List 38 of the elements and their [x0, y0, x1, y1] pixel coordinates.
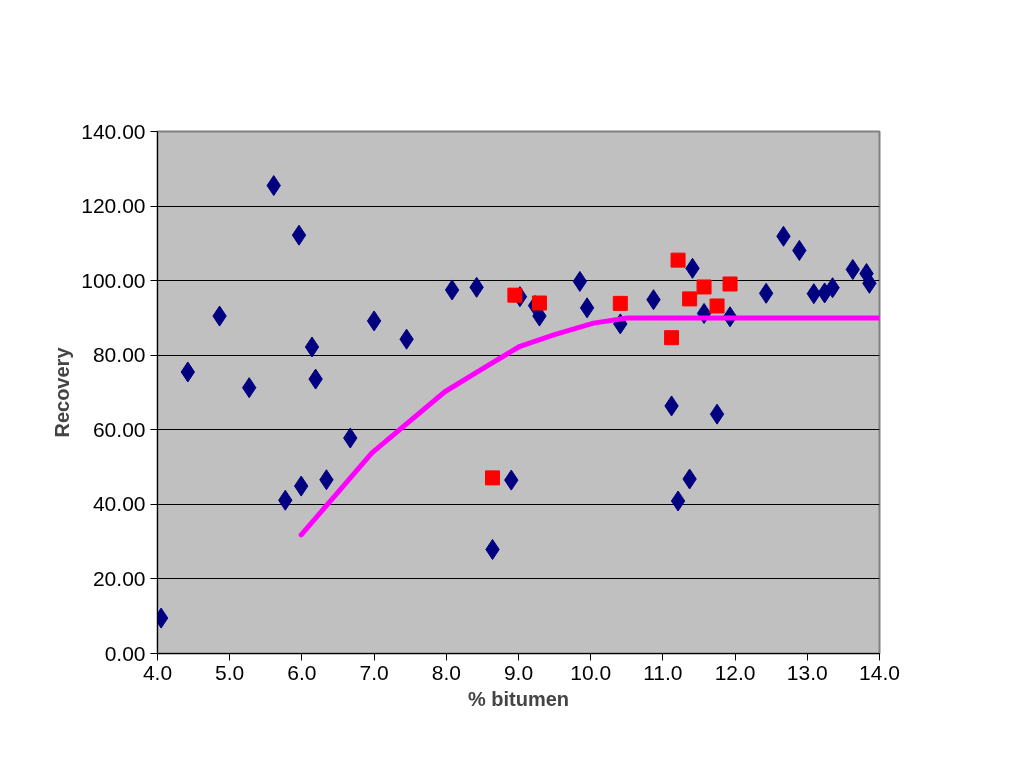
x-tick-label: 5.0	[215, 660, 245, 684]
point	[291, 224, 307, 246]
y-tick-label: 120.00	[81, 194, 146, 218]
x-tick-label: 7.0	[359, 660, 389, 684]
x-tick-label: 6.0	[287, 660, 317, 684]
point	[612, 295, 628, 311]
point	[758, 282, 774, 304]
point	[304, 336, 320, 358]
x-tick-label: 9.0	[503, 660, 534, 684]
point	[670, 490, 686, 512]
point	[664, 330, 680, 346]
y-tick-label: 20.00	[92, 566, 146, 590]
y-tick-label: 40.00	[92, 492, 146, 516]
point	[709, 403, 725, 425]
point	[485, 470, 501, 486]
x-tick-label: 11.0	[643, 660, 683, 684]
x-tick-label: 12.0	[714, 660, 756, 684]
y-tick-label: 100.00	[81, 268, 146, 292]
point	[531, 295, 547, 311]
y-tick-label: 140.00	[81, 119, 146, 143]
point	[722, 276, 738, 292]
point	[579, 297, 595, 319]
point	[682, 291, 698, 307]
point	[709, 298, 725, 314]
y-axis-title: Recovery	[51, 346, 74, 438]
point	[572, 270, 588, 292]
x-tick-label: 14.0	[859, 660, 900, 684]
x-tick-label: 10.0	[570, 660, 612, 684]
point	[507, 287, 523, 303]
point	[670, 252, 686, 268]
point	[696, 279, 712, 295]
y-tick-label: 80.00	[92, 343, 146, 367]
point	[444, 279, 460, 301]
x-tick-label: 13.0	[786, 660, 828, 684]
point	[366, 310, 382, 332]
y-tick-label: 60.00	[92, 417, 146, 441]
x-tick-label: 8.0	[431, 660, 461, 684]
x-axis-title: % bitumen	[467, 687, 570, 710]
